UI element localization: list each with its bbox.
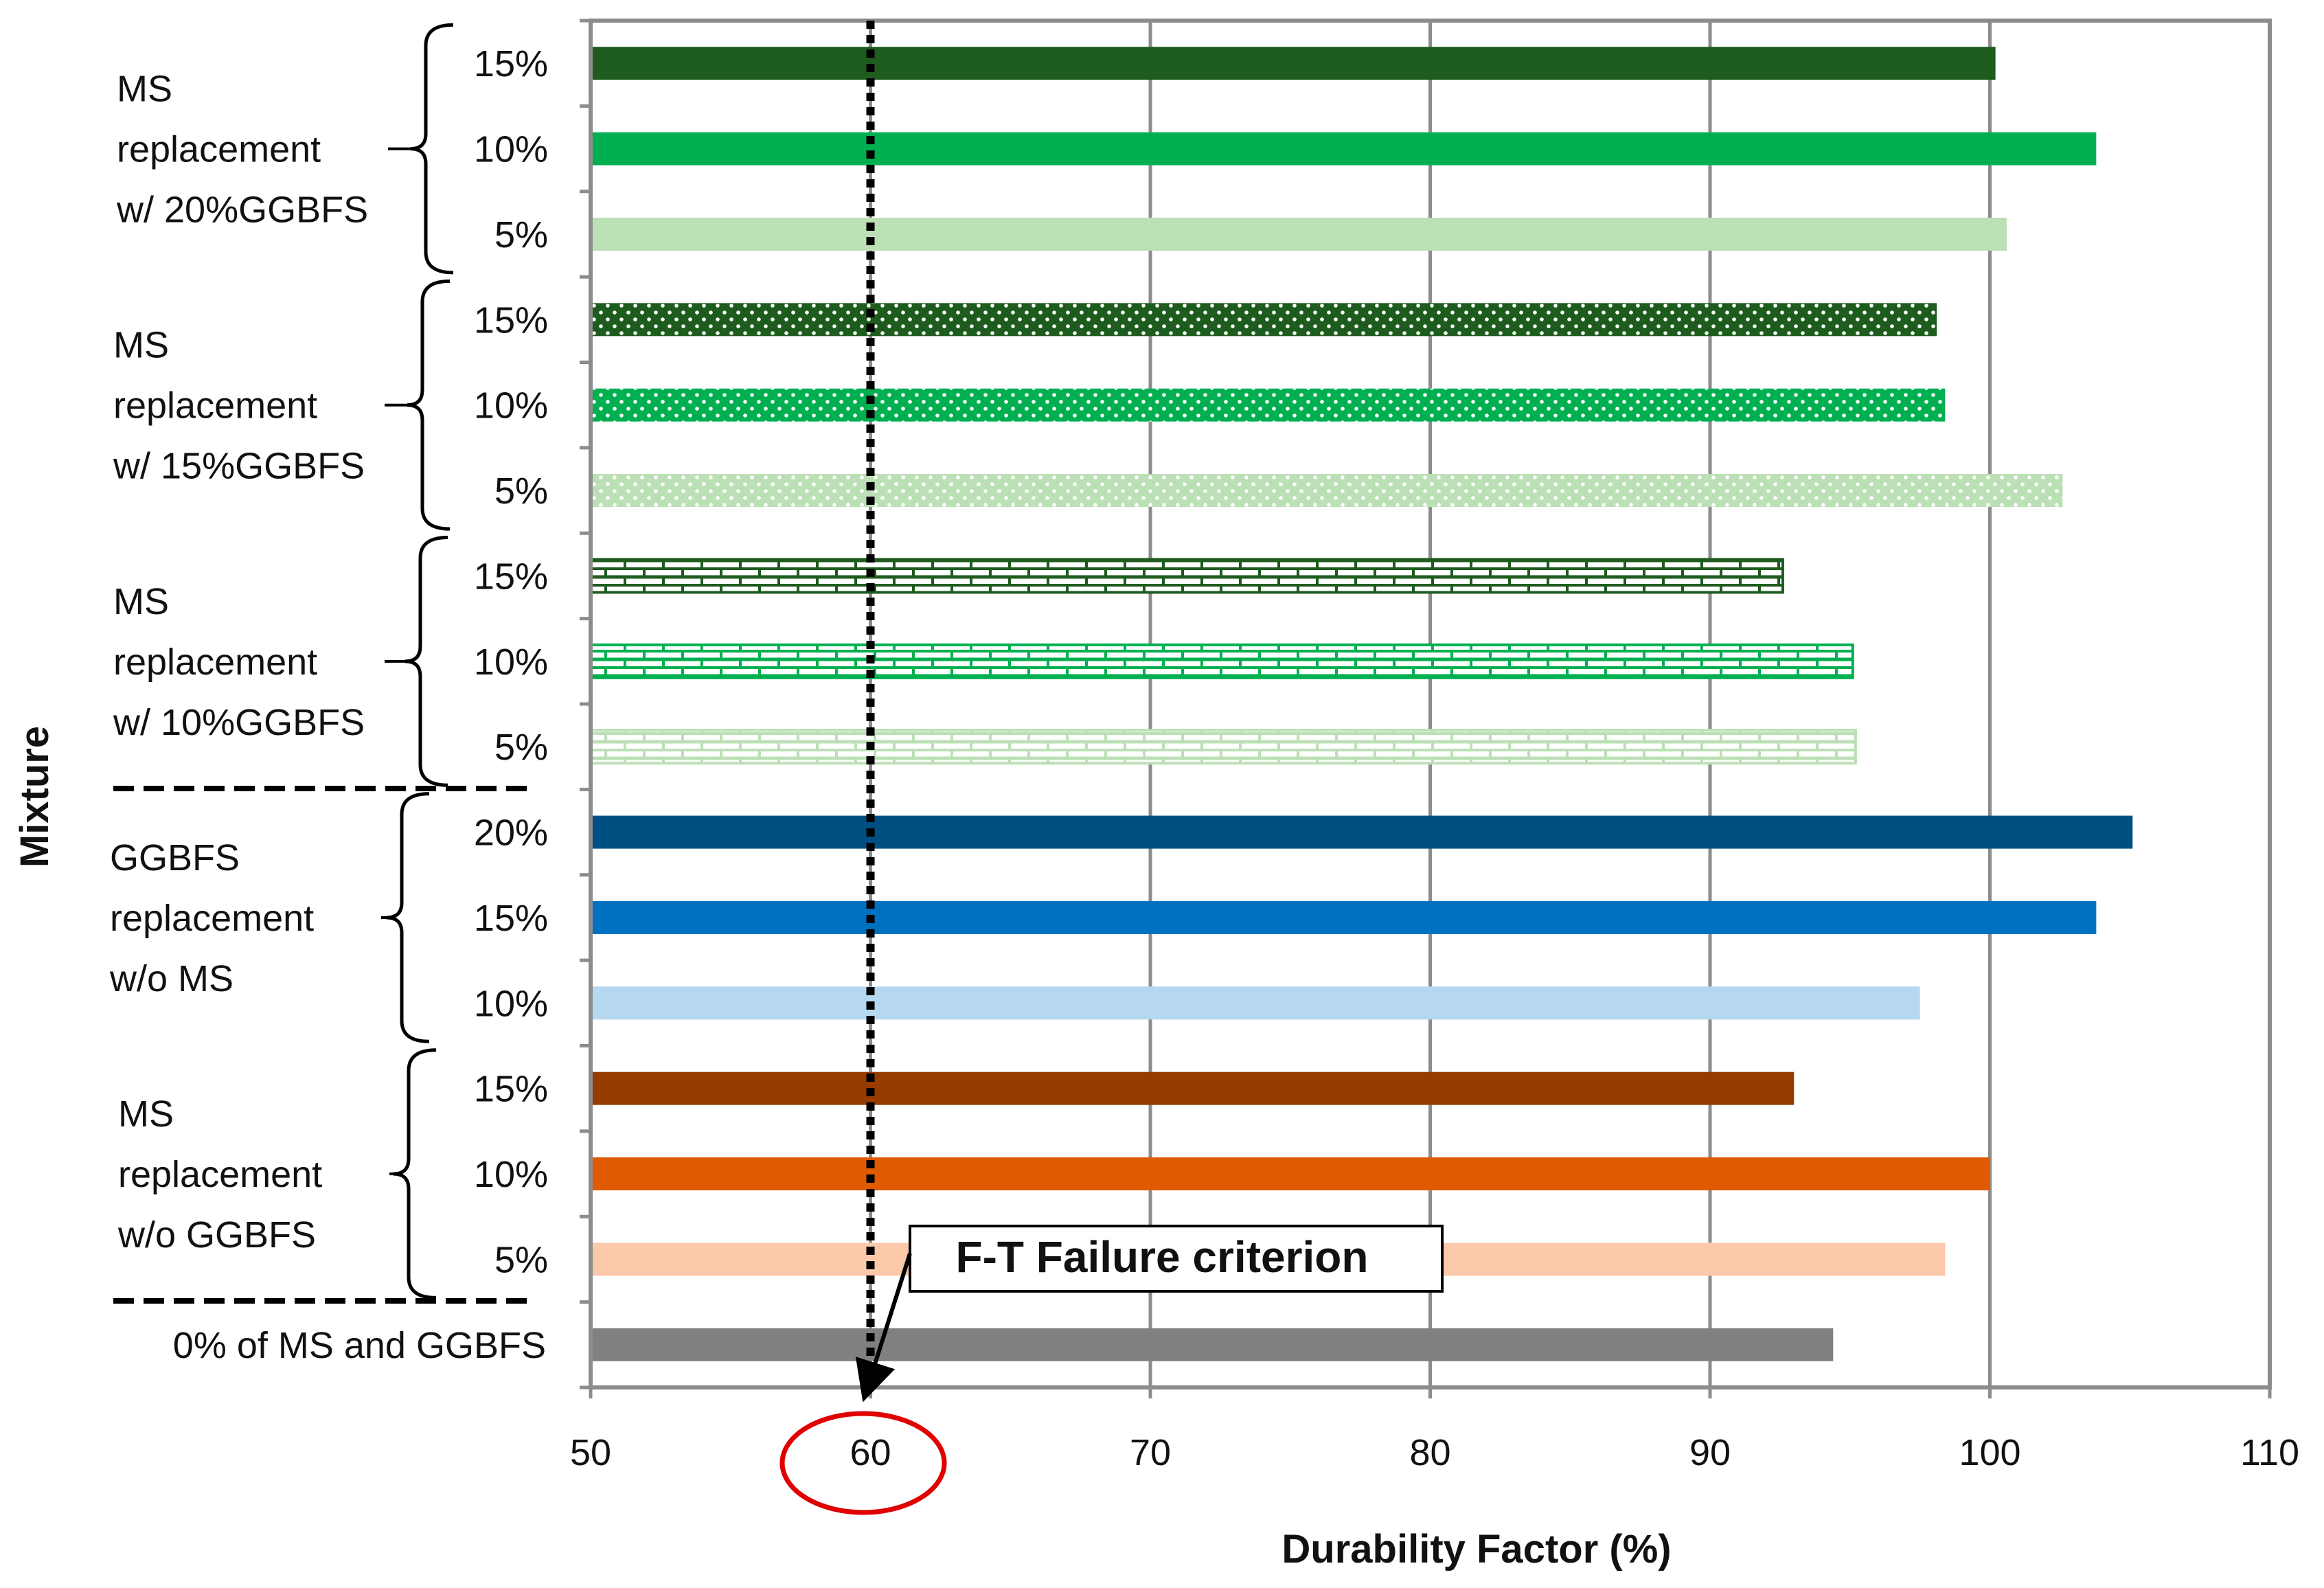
x-axis-title: Durability Factor (%) — [1281, 1527, 1671, 1572]
threshold-annotation: F-T Failure criterion — [855, 1225, 1444, 1403]
bar — [589, 558, 1784, 594]
annotation-box — [909, 1225, 1444, 1293]
bar — [589, 643, 1854, 679]
category-label: 15% — [474, 43, 548, 84]
x-tick-label: 60 — [850, 1432, 891, 1473]
group-brace — [407, 279, 451, 531]
bar — [591, 1328, 1834, 1361]
category-label: 10% — [474, 129, 548, 170]
category-label: 20% — [474, 813, 548, 854]
group-brace — [386, 792, 430, 1043]
group-label: MS replacement w/ 10%GGBFS — [113, 581, 365, 743]
category-label: 15% — [474, 1069, 548, 1110]
bar — [591, 47, 1996, 80]
bar-dot-overlay — [591, 303, 1937, 337]
x-tick-label: 100 — [1959, 1432, 2020, 1473]
y-category-labels: 15% 10% 5% 15% 10% 5% 15% 10% 5% 20% 15% 10% 15% 10% 5… — [173, 43, 548, 1366]
bar — [591, 1071, 1795, 1105]
bar — [591, 1157, 1990, 1191]
group-label: MS replacement w/ 15%GGBFS — [113, 325, 365, 487]
category-label: 15% — [474, 556, 548, 597]
y-axis-title: Mixture — [12, 726, 57, 867]
group-labels: MS replacement w/ 20%GGBFS MS replacement w/ … — [109, 23, 454, 1300]
group-brace — [393, 1048, 437, 1300]
bar-dot-overlay — [591, 388, 1946, 422]
bars — [589, 47, 2133, 1361]
group-label: MS replacement w/o GGBFS — [117, 1093, 322, 1256]
category-label: 15% — [474, 299, 548, 341]
bar-dot-overlay — [591, 474, 2063, 508]
annotation-arrow — [855, 1253, 912, 1403]
category-label: 5% — [494, 727, 548, 768]
category-label: 10% — [474, 983, 548, 1024]
category-label: 10% — [474, 1154, 548, 1195]
bar — [589, 729, 1857, 765]
bar — [591, 217, 2007, 251]
category-label: 10% — [474, 642, 548, 683]
bar — [591, 986, 1920, 1020]
x-tick-label: 110 — [2240, 1432, 2299, 1473]
bar — [591, 132, 2097, 166]
x-tick-label: 90 — [1689, 1432, 1731, 1473]
bar — [591, 815, 2133, 849]
category-label: 15% — [474, 898, 548, 939]
threshold-tick-highlight-circle — [779, 1411, 947, 1515]
baseline-category-label: 0% of MS and GGBFS — [173, 1325, 546, 1366]
category-label: 5% — [494, 1239, 548, 1280]
annotation-label: F-T Failure criterion — [956, 1232, 1369, 1282]
x-tick-label: 70 — [1130, 1432, 1171, 1473]
category-label: 10% — [474, 385, 548, 427]
bar — [591, 900, 2097, 934]
category-label: 5% — [494, 214, 548, 256]
x-tick-label: 80 — [1409, 1432, 1450, 1473]
group-brace — [405, 535, 448, 787]
x-tick-label: 50 — [570, 1432, 611, 1473]
group-label: GGBFS replacement w/o MS — [109, 837, 314, 999]
category-label: 5% — [494, 470, 548, 512]
group-brace — [410, 23, 454, 275]
group-label: MS replacement w/ 20%GGBFS — [116, 69, 368, 231]
